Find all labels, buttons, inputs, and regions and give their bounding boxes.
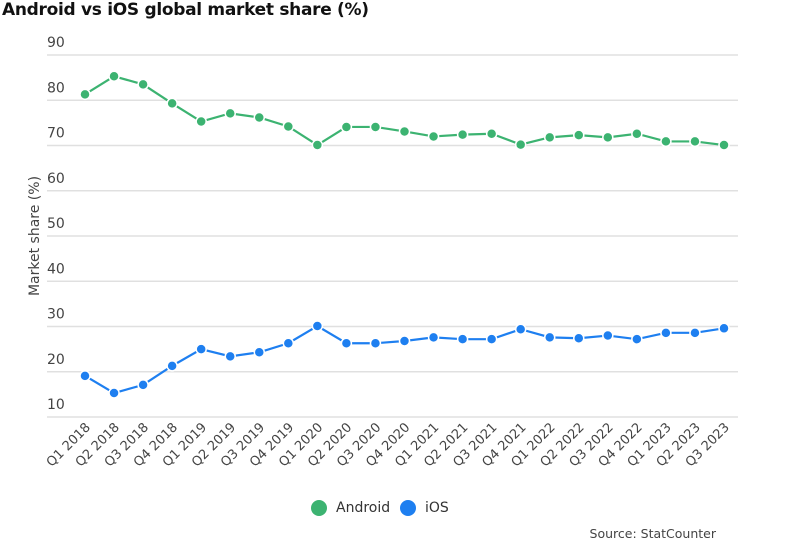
android-point [166, 97, 178, 110]
legend-item-ios[interactable]: iOS [400, 500, 449, 516]
android-point [718, 139, 730, 151]
android-point [282, 120, 295, 133]
android-point [485, 127, 498, 140]
y-tick-label: 90 [47, 35, 65, 51]
legend: Android iOS [0, 500, 800, 522]
ios-point [282, 337, 295, 349]
legend-label: Android [336, 500, 391, 516]
y-tick-label: 60 [47, 171, 65, 187]
android-point [514, 138, 527, 151]
y-tick-label: 40 [47, 261, 65, 277]
ios-point [253, 346, 266, 359]
y-tick-label: 70 [47, 126, 65, 142]
legend-item-android[interactable]: Android [311, 500, 390, 516]
ios-point [543, 331, 556, 344]
android-point [369, 121, 382, 133]
y-axis-label: Market share (%) [27, 176, 43, 296]
ios-point [166, 360, 178, 372]
y-tick-label: 10 [47, 397, 65, 413]
ios-point [485, 333, 498, 345]
android-point [340, 121, 353, 133]
android-point [689, 135, 701, 148]
source-note: Source: StatCounter [589, 526, 716, 541]
ios-point [195, 343, 207, 355]
ios-point [224, 350, 236, 363]
android-point [137, 78, 149, 91]
ios-point [108, 387, 120, 399]
android-point [456, 128, 469, 141]
ios-point [340, 337, 353, 349]
ios-point [79, 370, 91, 382]
android-point [108, 70, 120, 83]
android-point [602, 131, 614, 144]
ios-point [398, 335, 411, 347]
chart-title: Android vs iOS global market share (%) [2, 0, 369, 20]
ios-point [602, 329, 614, 342]
android-point [79, 88, 91, 101]
android-point [631, 127, 643, 140]
y-tick-label: 20 [47, 352, 65, 368]
android-point [398, 125, 411, 138]
android-point [224, 107, 236, 120]
ios-point [137, 379, 149, 391]
android-point [195, 115, 207, 128]
android-point [573, 129, 585, 141]
ios-point [427, 331, 440, 344]
ios-point [573, 332, 585, 345]
android-point [253, 111, 266, 124]
ios-point [689, 327, 701, 339]
ios-point [369, 337, 382, 349]
android-point [311, 139, 324, 151]
ios-point [514, 323, 527, 335]
ios-point [631, 333, 643, 345]
y-tick-label: 80 [47, 80, 65, 96]
ios-point [660, 327, 672, 339]
android-point [427, 130, 440, 143]
legend-label: iOS [425, 500, 449, 516]
ios-legend-marker [400, 500, 416, 516]
android-legend-marker [311, 500, 327, 516]
y-tick-label: 30 [47, 307, 65, 323]
android-point [543, 131, 556, 144]
y-tick-label: 50 [47, 216, 65, 232]
ios-point [456, 333, 469, 345]
android-point [660, 135, 672, 148]
ios-point [311, 320, 324, 332]
ios-point [718, 322, 730, 335]
